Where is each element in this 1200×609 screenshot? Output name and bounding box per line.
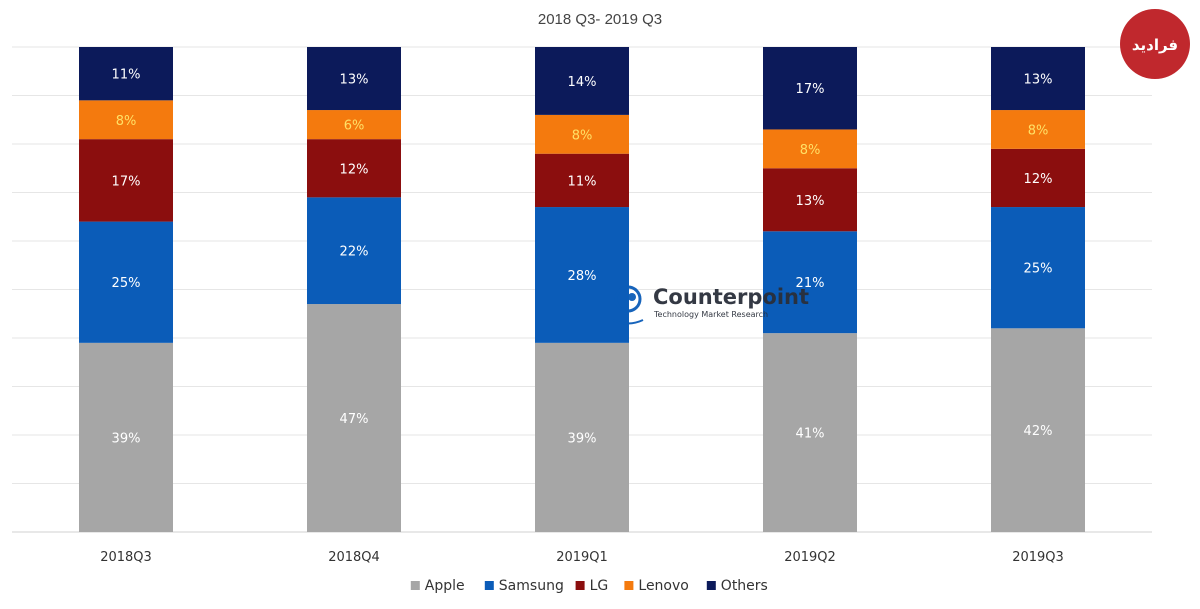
bar-segment-apple-2019q3: [991, 328, 1085, 532]
counterpoint-logo-icon: [612, 285, 644, 325]
bar-segment-apple-2018q3: [79, 342, 173, 532]
bar-segment-apple-2019q2: [763, 333, 857, 532]
bar-segment-apple-2019q1: [535, 342, 629, 532]
legend-label-samsung: Samsung: [499, 578, 564, 594]
data-label: 25%: [1024, 262, 1053, 277]
data-label: 8%: [572, 128, 593, 143]
data-label: 8%: [1028, 123, 1049, 138]
bar-segment-apple-2018q4: [307, 304, 401, 532]
data-label: 11%: [568, 174, 597, 189]
data-label: 8%: [800, 143, 821, 158]
bar-segment-lg-2019q1: [535, 153, 629, 208]
data-label: 28%: [568, 269, 597, 284]
bar-segment-lg-2018q4: [307, 139, 401, 198]
bar-segment-lenovo-2019q3: [991, 110, 1085, 149]
bar-segment-samsung-2019q3: [991, 207, 1085, 329]
data-label: 6%: [344, 119, 365, 134]
data-label: 12%: [1024, 172, 1053, 187]
bar-segment-lg-2018q3: [79, 139, 173, 222]
bar-segment-others-2019q2: [763, 47, 857, 130]
watermark-tagline: Technology Market Research: [653, 310, 768, 319]
x-tick-label: 2018Q4: [328, 550, 380, 565]
data-label: 39%: [112, 431, 141, 446]
legend-label-others: Others: [721, 578, 768, 594]
x-tick-label: 2018Q3: [100, 550, 152, 565]
legend-swatch-lg: [575, 581, 585, 590]
data-label: 21%: [796, 276, 825, 291]
data-label: 39%: [568, 431, 597, 446]
legend: Apple Samsung LG Lenovo Others: [410, 578, 768, 594]
data-label: 47%: [340, 412, 369, 427]
watermark-brand: Counterpoint: [653, 285, 809, 309]
legend-swatch-lenovo: [624, 581, 634, 590]
segment-labels: 39% 25% 17% 8% 11% 47% 22% 12% 6% 13% 39% 28% 11% 8% 1…: [112, 68, 1053, 447]
bar-segment-others-2018q3: [79, 47, 173, 101]
data-label: 11%: [112, 68, 141, 83]
x-tick-label: 2019Q1: [556, 550, 608, 565]
x-axis-ticks: 2018Q3 2018Q4 2019Q1 2019Q2 2019Q3: [100, 550, 1064, 565]
legend-swatch-apple: [410, 581, 420, 590]
bar-segment-samsung-2019q2: [763, 231, 857, 334]
legend-label-lenovo: Lenovo: [638, 578, 688, 594]
data-label: 8%: [116, 114, 137, 129]
bar-segment-others-2019q3: [991, 47, 1085, 111]
bars: [79, 47, 1085, 532]
data-label: 22%: [340, 245, 369, 260]
bar-segment-samsung-2018q3: [79, 221, 173, 343]
bar-segment-others-2019q1: [535, 47, 629, 115]
data-label: 25%: [112, 276, 141, 291]
data-label: 42%: [1024, 424, 1053, 439]
data-label: 41%: [796, 427, 825, 442]
bar-segment-lenovo-2018q4: [307, 110, 401, 140]
legend-label-lg: LG: [590, 578, 609, 594]
bar-segment-lg-2019q3: [991, 148, 1085, 208]
site-badge-text: فرادید: [1132, 36, 1178, 54]
bar-segment-lenovo-2019q2: [763, 129, 857, 169]
x-tick-label: 2019Q2: [784, 550, 836, 565]
bar-segment-others-2018q4: [307, 47, 401, 111]
chart-title: 2018 Q3- 2019 Q3: [538, 11, 662, 28]
legend-label-apple: Apple: [425, 578, 465, 594]
counterpoint-watermark: Counterpoint Technology Market Research: [612, 285, 809, 325]
bar-segment-lenovo-2019q1: [535, 114, 629, 154]
data-label: 12%: [340, 162, 369, 177]
data-label: 17%: [796, 82, 825, 97]
data-label: 13%: [340, 73, 369, 88]
data-label: 17%: [112, 174, 141, 189]
legend-swatch-others: [706, 581, 716, 590]
site-badge: فرادید: [1120, 9, 1190, 79]
data-label: 14%: [568, 75, 597, 90]
legend-swatch-samsung: [484, 581, 494, 590]
bar-segment-lg-2019q2: [763, 168, 857, 232]
bar-segment-samsung-2018q4: [307, 197, 401, 305]
data-label: 13%: [796, 194, 825, 209]
bar-segment-lenovo-2018q3: [79, 100, 173, 140]
x-tick-label: 2019Q3: [1012, 550, 1064, 565]
data-label: 13%: [1024, 73, 1053, 88]
